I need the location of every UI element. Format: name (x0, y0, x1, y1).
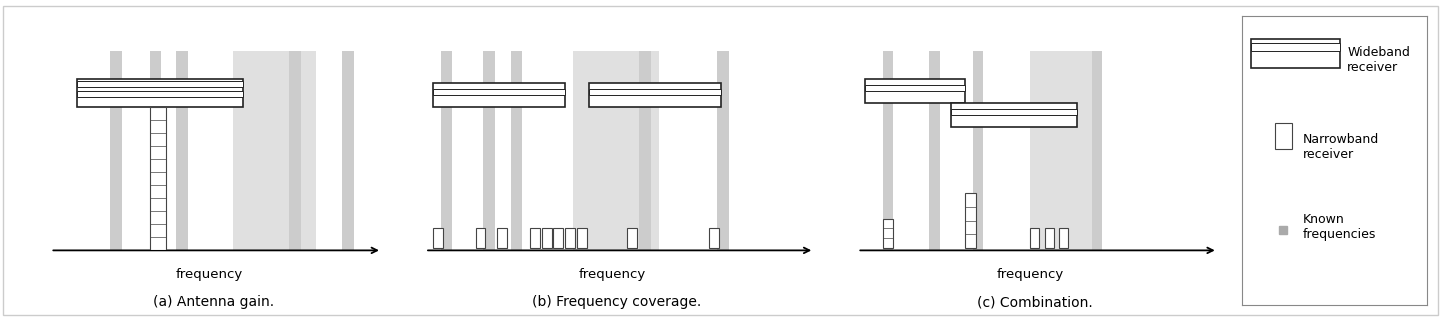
Text: frequency: frequency (578, 268, 646, 281)
Bar (76, 91, 242, 97)
Bar (441, 51, 452, 250)
Text: Wideband
receiver: Wideband receiver (1347, 46, 1411, 74)
Bar (530, 229, 540, 248)
Bar (542, 229, 552, 248)
Bar (929, 51, 940, 250)
Bar (865, 79, 965, 103)
Text: Narrowband
receiver: Narrowband receiver (1303, 133, 1379, 161)
Bar (432, 89, 565, 95)
Bar (709, 229, 719, 248)
Bar (76, 81, 242, 87)
Bar (432, 229, 442, 248)
Text: Known
frequencies: Known frequencies (1303, 213, 1376, 241)
Bar (588, 89, 720, 95)
Bar (1030, 51, 1095, 250)
Bar (497, 229, 507, 248)
Bar (565, 229, 575, 248)
Bar (627, 229, 637, 248)
Bar (576, 229, 586, 248)
Bar (588, 83, 720, 107)
Bar (1275, 123, 1293, 149)
Text: frequency: frequency (997, 268, 1063, 281)
Bar (150, 51, 161, 250)
Text: (a) Antenna gain.: (a) Antenna gain. (153, 295, 274, 309)
Bar (1030, 229, 1039, 248)
Bar (865, 85, 965, 91)
Bar (951, 109, 1076, 115)
Bar (718, 51, 729, 250)
Bar (290, 51, 301, 250)
Bar (432, 83, 565, 107)
Bar (965, 193, 977, 248)
Bar (233, 51, 316, 250)
Bar (342, 51, 353, 250)
Text: frequency: frequency (176, 268, 244, 281)
Bar (951, 103, 1076, 127)
Bar (510, 51, 522, 250)
Bar (176, 51, 187, 250)
Bar (1059, 229, 1068, 248)
Bar (1251, 39, 1340, 68)
Bar (76, 79, 242, 107)
Bar (574, 51, 659, 250)
Bar (150, 107, 166, 250)
Bar (973, 51, 983, 250)
Bar (882, 51, 893, 250)
Bar (638, 51, 651, 250)
Text: (c) Combination.: (c) Combination. (977, 295, 1092, 309)
Bar (1045, 229, 1053, 248)
Bar (1251, 43, 1340, 51)
Bar (476, 229, 486, 248)
Text: (b) Frequency coverage.: (b) Frequency coverage. (532, 295, 702, 309)
Bar (110, 51, 121, 250)
Bar (1091, 51, 1102, 250)
Bar (483, 51, 496, 250)
Bar (553, 229, 563, 248)
Bar (882, 219, 893, 248)
